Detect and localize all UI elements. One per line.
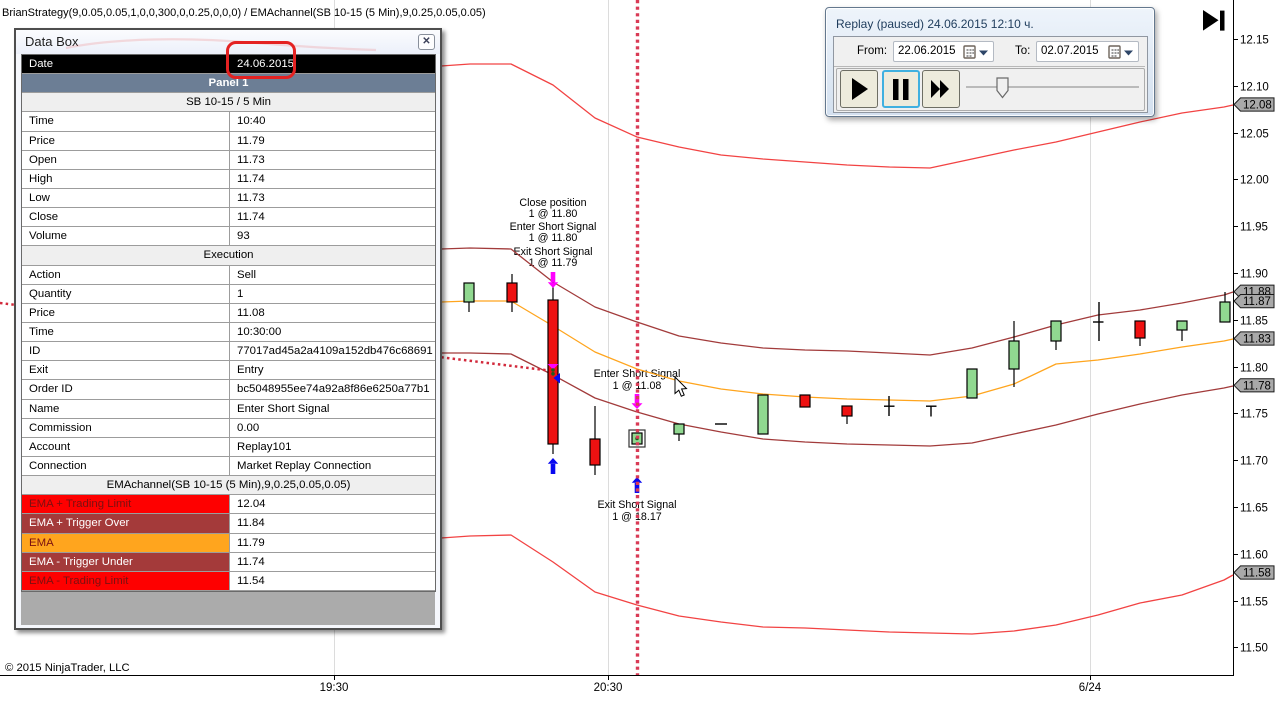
svg-text:11.78: 11.78 [1243,380,1271,392]
svg-text:11.58: 11.58 [1243,568,1271,580]
svg-text:11.65: 11.65 [1240,503,1268,515]
svg-text:6/24: 6/24 [1079,682,1102,694]
svg-text:© 2015 NinjaTrader, LLC: © 2015 NinjaTrader, LLC [5,662,130,674]
svg-text:11.75: 11.75 [1240,409,1268,421]
svg-text:11.87: 11.87 [1243,296,1271,308]
svg-text:11.95: 11.95 [1240,222,1268,234]
svg-text:11.83: 11.83 [1243,334,1271,346]
svg-text:20:30: 20:30 [594,682,623,694]
svg-text:11.50: 11.50 [1240,643,1268,655]
svg-text:11.85: 11.85 [1240,316,1268,328]
svg-text:11.55: 11.55 [1240,597,1268,609]
svg-text:19:30: 19:30 [320,682,349,694]
svg-text:12.10: 12.10 [1240,82,1269,94]
svg-text:BrianStrategy(9,0.05,0.05,1,0,: BrianStrategy(9,0.05,0.05,1,0,0,300,0,0.… [2,7,486,19]
svg-text:12.00: 12.00 [1240,175,1269,187]
svg-text:11.80: 11.80 [1240,363,1268,375]
svg-text:11.90: 11.90 [1240,269,1268,281]
svg-text:12.08: 12.08 [1243,100,1272,112]
svg-text:12.05: 12.05 [1240,129,1269,141]
svg-text:12.15: 12.15 [1240,35,1269,47]
svg-text:11.70: 11.70 [1240,456,1268,468]
svg-text:11.60: 11.60 [1240,550,1268,562]
